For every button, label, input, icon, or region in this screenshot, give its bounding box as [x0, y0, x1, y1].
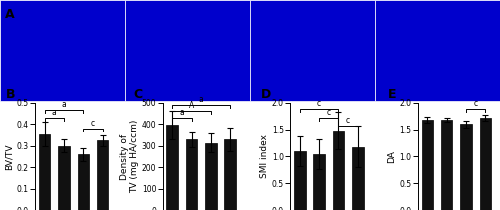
Bar — [39, 134, 50, 210]
Text: c: c — [91, 118, 95, 127]
Bar — [294, 151, 306, 210]
Text: D: D — [260, 88, 271, 101]
Text: c: c — [346, 116, 350, 125]
Bar — [224, 139, 236, 210]
Y-axis label: SMI index: SMI index — [260, 134, 269, 178]
Bar — [422, 120, 433, 210]
Text: E: E — [388, 88, 397, 101]
Bar — [332, 131, 344, 210]
Text: a: a — [180, 108, 184, 117]
Bar — [314, 154, 325, 210]
Bar — [480, 118, 491, 210]
Text: A: A — [189, 101, 194, 110]
Text: c: c — [474, 99, 478, 108]
Text: a: a — [199, 95, 203, 104]
Bar — [125, 0, 250, 101]
Text: a: a — [62, 100, 66, 109]
Text: c: c — [326, 108, 331, 117]
Text: B: B — [6, 88, 15, 101]
Bar — [441, 120, 452, 210]
Y-axis label: BV/TV: BV/TV — [5, 143, 14, 170]
Bar — [58, 146, 70, 210]
Y-axis label: DA: DA — [388, 150, 396, 163]
Bar — [166, 125, 178, 210]
Text: C: C — [133, 88, 142, 101]
Y-axis label: Density of
TV (mg HA/ccm): Density of TV (mg HA/ccm) — [120, 120, 139, 193]
Bar — [352, 147, 364, 210]
Bar — [250, 0, 375, 101]
Text: a: a — [52, 108, 56, 117]
Bar — [78, 154, 89, 210]
Bar — [186, 139, 198, 210]
Text: c: c — [317, 99, 321, 108]
Bar — [375, 0, 500, 101]
Bar — [205, 143, 216, 210]
Bar — [460, 124, 472, 210]
Bar — [0, 0, 125, 101]
Text: A: A — [5, 8, 15, 21]
Bar — [97, 140, 108, 210]
